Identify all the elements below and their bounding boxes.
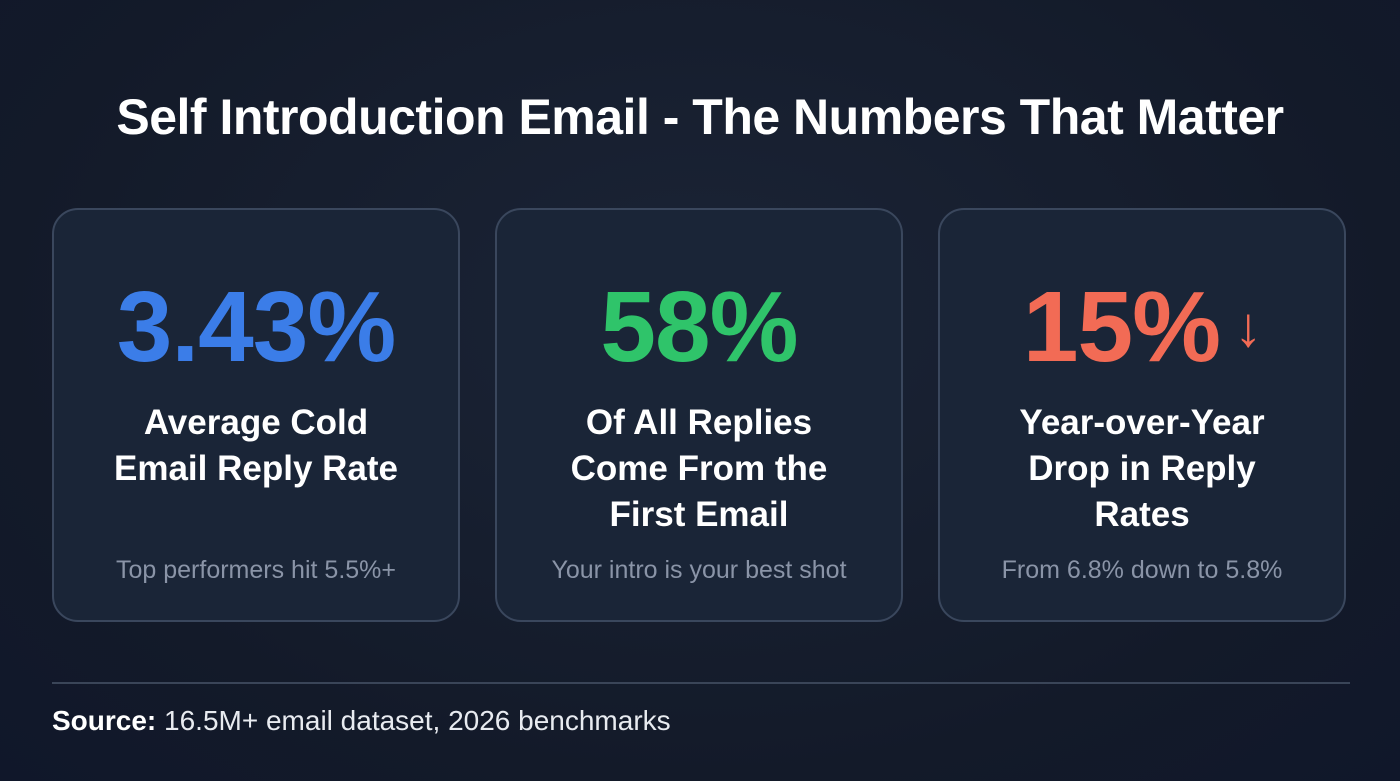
source-note: Source: 16.5M+ email dataset, 2026 bench… [52, 705, 671, 737]
arrow-down-icon: ↓ [1234, 295, 1262, 359]
source-text: 16.5M+ email dataset, 2026 benchmarks [156, 705, 671, 736]
stat-value: 15% [1022, 271, 1221, 383]
stat-value: 3.43% [116, 271, 397, 383]
stat-label-line: Drop in Reply [1028, 449, 1256, 488]
stat-label-line: Year-over-Year [1019, 403, 1265, 442]
divider [52, 682, 1350, 684]
stat-card-reply-rate: 3.43% Average Cold Email Reply Rate Top … [52, 208, 460, 622]
stat-label-line: Rates [1094, 495, 1190, 534]
stat-subtext: Top performers hit 5.5%+ [116, 556, 396, 584]
stat-subtext: Your intro is your best shot [551, 556, 847, 584]
stat-card-yoy-drop: 15% ↓ Year-over-Year Drop in Reply Rates … [938, 208, 1346, 622]
stat-label-line: First Email [609, 495, 789, 534]
source-label: Source: [52, 705, 157, 736]
stat-value-row: 15% ↓ [940, 270, 1344, 392]
stat-label: Year-over-Year Drop in Reply Rates [960, 400, 1324, 538]
stat-label-line: Come From the [570, 449, 828, 488]
stat-label-line: Of All Replies [585, 403, 813, 442]
stat-label-line: Email Reply Rate [114, 449, 398, 488]
stat-label: Average Cold Email Reply Rate [74, 400, 438, 492]
stat-label-line: Average Cold [143, 403, 369, 442]
stat-card-first-email: 58% Of All Replies Come From the First E… [495, 208, 903, 622]
page-title: Self Introduction Email - The Numbers Th… [116, 89, 1284, 145]
stat-value: 58% [600, 271, 798, 383]
stat-label: Of All Replies Come From the First Email [517, 400, 881, 538]
stat-subtext: From 6.8% down to 5.8% [1001, 556, 1283, 584]
